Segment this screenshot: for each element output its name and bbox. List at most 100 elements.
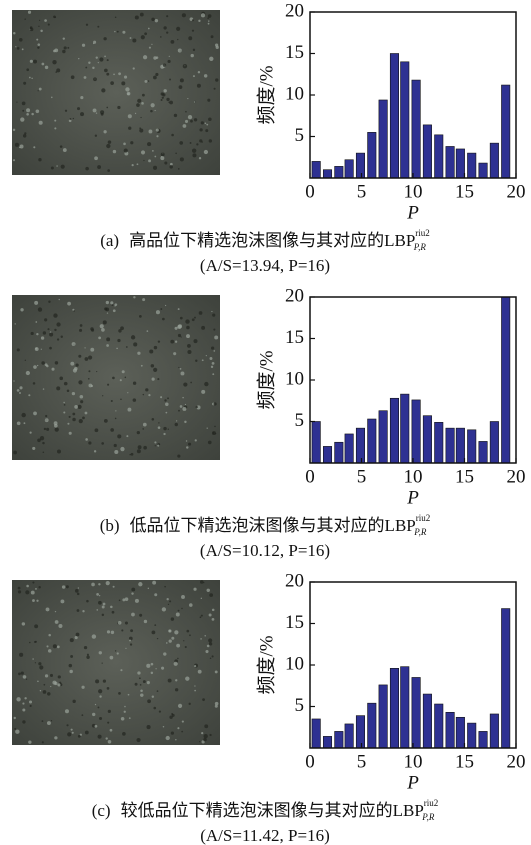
foam-bubble: [36, 333, 38, 335]
foam-bubble: [176, 420, 177, 421]
foam-bubble: [99, 651, 102, 654]
foam-bubble: [154, 156, 156, 158]
foam-bubble: [154, 346, 157, 349]
foam-bubble: [158, 341, 160, 343]
foam-bubble: [85, 731, 89, 735]
foam-bubble: [45, 66, 48, 69]
foam-bubble: [50, 686, 51, 687]
foam-bubble: [168, 604, 169, 605]
bar: [356, 716, 364, 748]
caption-label: (b): [100, 516, 120, 535]
foam-bubble: [207, 645, 210, 648]
foam-bubble: [113, 73, 115, 75]
foam-bubble: [98, 707, 100, 709]
foam-bubble: [161, 99, 163, 101]
bar: [435, 704, 443, 748]
foam-bubble: [118, 621, 122, 625]
foam-bubble: [168, 429, 169, 430]
foam-bubble: [122, 370, 125, 373]
foam-bubble: [31, 78, 32, 79]
foam-bubble: [88, 62, 90, 64]
foam-bubble: [193, 75, 195, 77]
foam-bubble: [59, 299, 60, 300]
foam-bubble: [181, 371, 185, 375]
foam-bubble: [138, 445, 142, 449]
foam-bubble: [15, 46, 16, 47]
foam-bubble: [165, 412, 167, 414]
foam-bubble: [138, 582, 142, 586]
foam-bubble: [210, 657, 211, 658]
foam-bubble: [165, 305, 166, 306]
foam-bubble: [117, 652, 119, 654]
foam-bubble: [69, 432, 72, 435]
foam-bubble: [188, 115, 192, 119]
foam-bubble: [193, 588, 196, 591]
foam-bubble: [38, 158, 41, 161]
foam-bubble: [151, 364, 154, 367]
foam-bubble: [34, 624, 38, 628]
bar: [423, 694, 431, 748]
caption-text: 低品位下精选泡沫图像与其对应的LBP: [130, 516, 416, 535]
foam-bubble: [122, 598, 125, 601]
foam-bubble: [59, 682, 61, 684]
foam-bubble: [201, 390, 205, 394]
foam-bubble: [155, 110, 156, 111]
foam-bubble: [133, 67, 135, 69]
foam-bubble: [201, 13, 205, 17]
foam-bubble: [96, 593, 99, 596]
foam-bubble: [137, 431, 140, 434]
x-tick-label: 10: [404, 751, 423, 772]
foam-bubble: [132, 164, 134, 166]
foam-bubble: [209, 139, 212, 142]
foam-bubble: [92, 634, 96, 638]
foam-bubble: [187, 344, 191, 348]
foam-bubble: [96, 56, 98, 58]
foam-bubble: [141, 35, 145, 39]
foam-bubble: [208, 638, 212, 642]
foam-bubble: [53, 313, 57, 317]
foam-bubble: [117, 106, 120, 109]
caption-text: 较低品位下精选泡沫图像与其对应的LBP: [121, 801, 424, 820]
foam-bubble: [33, 146, 35, 148]
foam-bubble: [60, 145, 63, 148]
foam-bubble: [178, 168, 180, 170]
foam-bubble: [86, 656, 89, 659]
foam-bubble: [73, 310, 74, 311]
foam-bubble: [78, 587, 79, 588]
foam-bubble: [80, 112, 84, 116]
foam-bubble: [184, 421, 186, 423]
x-tick-label: 5: [357, 181, 367, 202]
foam-bubble: [128, 408, 132, 412]
foam-bubble: [125, 597, 129, 601]
foam-bubble: [75, 636, 78, 639]
foam-bubble: [166, 31, 168, 33]
foam-bubble: [72, 418, 76, 422]
foam-bubble: [171, 617, 174, 620]
foam-bubble: [41, 361, 44, 364]
caption-label: (c): [92, 801, 111, 820]
foam-bubble: [178, 610, 180, 612]
foam-bubble: [175, 688, 178, 691]
x-tick-label: 10: [404, 466, 423, 487]
foam-bubble: [207, 589, 210, 592]
foam-bubble: [135, 15, 139, 19]
y-tick-label: 5: [295, 695, 305, 716]
foam-bubble: [161, 667, 164, 670]
foam-bubble: [114, 444, 117, 447]
foam-bubble: [111, 400, 113, 402]
bar: [345, 724, 353, 748]
foam-bubble: [102, 395, 103, 396]
foam-bubble: [26, 585, 29, 588]
foam-bubble: [107, 59, 109, 61]
foam-bubble: [101, 88, 105, 92]
foam-bubble: [69, 416, 71, 418]
foam-bubble: [198, 670, 202, 674]
foam-bubble: [16, 102, 17, 103]
bar: [401, 62, 409, 178]
foam-bubble: [37, 46, 39, 48]
foam-bubble: [200, 580, 204, 584]
foam-bubble: [119, 599, 121, 601]
foam-bubble: [22, 720, 25, 723]
foam-bubble: [120, 398, 122, 400]
foam-bubble: [61, 165, 65, 169]
